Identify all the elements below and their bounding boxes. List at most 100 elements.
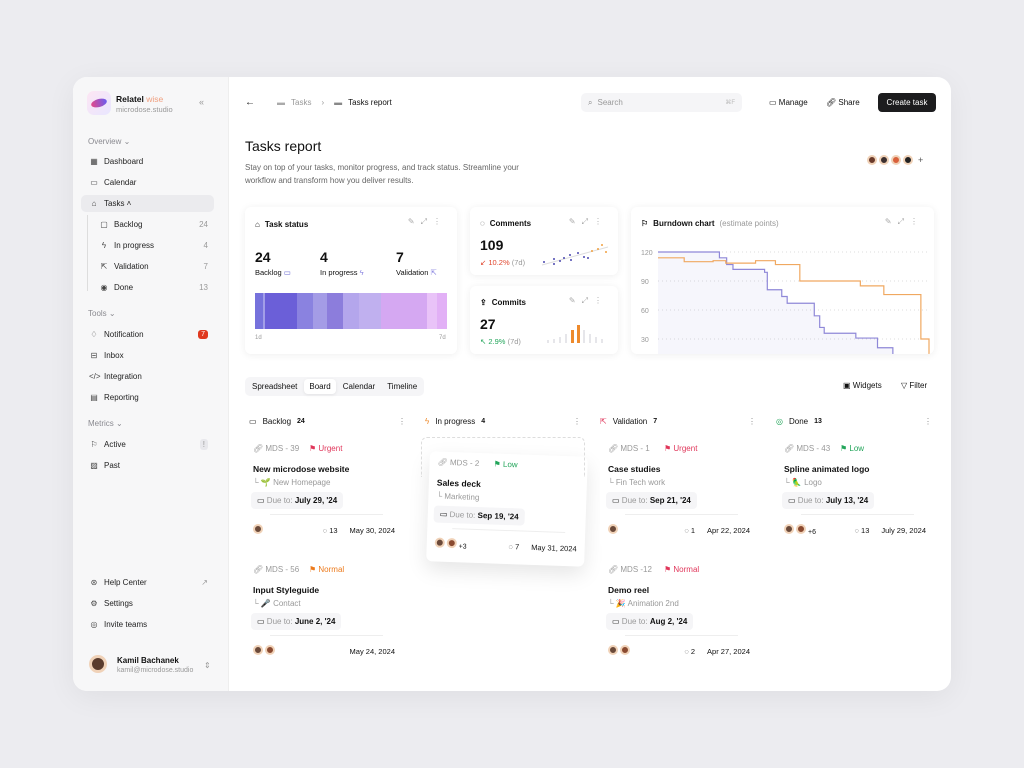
due-date[interactable]: ▭ Due to: June 2, '24 xyxy=(251,613,342,630)
report-icon: ▤ xyxy=(90,393,98,402)
task-id[interactable]: 🔗︎ MDS - 43 xyxy=(784,444,831,453)
more-icon[interactable]: ⋮ xyxy=(398,416,406,426)
sidebar-item-integration[interactable]: </> Integration xyxy=(89,372,142,381)
manage-button[interactable]: ▭ Manage xyxy=(769,98,808,107)
widgets-button[interactable]: ▣ Widgets xyxy=(843,381,882,390)
due-date[interactable]: ▭ Due to: July 29, '24 xyxy=(251,492,344,509)
comment-count[interactable]: ◌ 13 xyxy=(322,525,338,535)
due-date[interactable]: ▭ Due to: Aug 2, '24 xyxy=(606,613,694,630)
priority-badge: ⚑ Urgent xyxy=(309,444,343,453)
sidebar-item-in-progress[interactable]: ϟ In progress 4 xyxy=(91,237,214,254)
card-actions[interactable]: ✎⤢⋮ xyxy=(568,296,608,305)
more-icon[interactable]: ⋮ xyxy=(748,416,756,426)
task-id[interactable]: 🔗︎ MDS -12 xyxy=(608,565,652,574)
due-date[interactable]: ▭ Due to: Sep 21, '24 xyxy=(606,492,697,509)
assignee-avatars[interactable]: +6 xyxy=(784,524,816,536)
tab-spreadsheet[interactable]: Spreadsheet xyxy=(252,382,298,391)
task-card[interactable]: 🔗︎ MDS - 56 ⚑ Normal Input Styleguide └ … xyxy=(245,559,403,669)
external-link-icon: ↗ xyxy=(201,578,208,587)
comment-count[interactable]: ◌ 7 xyxy=(508,541,520,551)
column-header-backlog: ▭ Backlog 24 ⋮ xyxy=(249,416,406,426)
comment-count[interactable]: ◌ 1 xyxy=(684,525,696,535)
task-card[interactable]: 🔗︎ MDS - 43 ⚑ Low Spline animated logo └… xyxy=(776,438,934,548)
task-title: New microdose website xyxy=(253,464,350,474)
sidebar-item-tasks[interactable]: ⌂ Tasks ˄ xyxy=(81,195,214,212)
task-card[interactable]: 🔗︎ MDS -12 ⚑ Normal Demo reel └ 🎉 Animat… xyxy=(600,559,758,669)
comments-change: ↙ 10.2% (7d) xyxy=(480,258,526,267)
chart-title: Burndown chart xyxy=(653,219,715,228)
lightning-icon: ϟ xyxy=(101,241,107,250)
assignee-avatars[interactable] xyxy=(608,524,620,536)
assignee-avatars[interactable] xyxy=(253,524,265,536)
task-card[interactable]: 🔗︎ MDS - 1 ⚑ Urgent Case studies └ Fin T… xyxy=(600,438,758,548)
sidebar-item-backlog[interactable]: ▢ Backlog 24 xyxy=(100,220,208,229)
task-id[interactable]: 🔗︎ MDS - 1 xyxy=(608,444,650,453)
brand-logo xyxy=(87,91,111,115)
sidebar-item-calendar[interactable]: ▭ Calendar xyxy=(90,178,137,187)
comment-icon: ◌ xyxy=(684,646,689,656)
sidebar-item-active[interactable]: ⚐ Active! xyxy=(81,436,214,453)
create-task-button[interactable]: Create task xyxy=(878,93,936,112)
assignee-avatars[interactable] xyxy=(608,645,632,657)
comment-count[interactable]: ◌ 13 xyxy=(854,525,870,535)
sidebar-item-validation[interactable]: ⇱ Validation 7 xyxy=(100,262,208,271)
check-circle-icon: ◉ xyxy=(100,283,108,292)
user-avatar[interactable] xyxy=(89,655,107,673)
back-arrow-icon[interactable]: ← xyxy=(245,97,255,108)
inbox-icon: ⊟ xyxy=(90,351,98,360)
more-icon[interactable]: ⋮ xyxy=(573,416,581,426)
task-id[interactable]: 🔗︎ MDS - 56 xyxy=(253,565,300,574)
sidebar-item-settings[interactable]: ⚙ Settings xyxy=(90,599,133,608)
card-actions[interactable]: ✎⤢⋮ xyxy=(884,217,924,226)
comment-icon: ◌ xyxy=(480,219,485,228)
section-overview[interactable]: Overview ⌄ xyxy=(88,137,131,146)
cursor-click-icon: ⇱ xyxy=(100,262,108,271)
sidebar-item-past[interactable]: ▨ Past xyxy=(90,461,121,470)
due-date[interactable]: ▭ Due to: Sep 19, '24 xyxy=(433,505,525,526)
breadcrumb: ▬ Tasks › ▬ Tasks report xyxy=(277,98,392,107)
sidebar-item-inbox[interactable]: ⊟ Inbox xyxy=(90,351,124,360)
code-icon: </> xyxy=(89,372,101,381)
assignee-avatars[interactable]: +3 xyxy=(434,537,467,551)
tab-board[interactable]: Board xyxy=(304,379,336,394)
sidebar-item-help-center[interactable]: ⊛ Help Center ↗ xyxy=(90,578,208,587)
card-actions[interactable]: ✎⤢⋮ xyxy=(568,217,608,226)
flag-icon: ⚐ xyxy=(90,440,98,449)
series-line-1 xyxy=(658,257,930,354)
folder-icon: ▬ xyxy=(277,98,285,107)
flag-icon: ⚑ xyxy=(664,444,672,453)
comment-count[interactable]: ◌ 2 xyxy=(684,646,696,656)
section-tools[interactable]: Tools ⌄ xyxy=(88,309,116,318)
section-metrics[interactable]: Metrics ⌄ xyxy=(88,419,123,428)
sidebar-item-done[interactable]: ◉ Done 13 xyxy=(100,283,209,292)
main-content: ← ▬ Tasks › ▬ Tasks report ⌕ Search ⌘F ▭ Man… xyxy=(229,77,951,691)
tab-timeline[interactable]: Timeline xyxy=(387,382,418,391)
comment-icon: ◌ xyxy=(322,525,328,535)
created-date: July 29, 2024 xyxy=(881,525,926,535)
sidebar-item-invite-teams[interactable]: ◎ Invite teams xyxy=(90,620,148,629)
user-menu-icon[interactable]: ⇕ xyxy=(204,661,211,670)
sidebar-item-reporting[interactable]: ▤ Reporting xyxy=(90,393,139,402)
tab-calendar[interactable]: Calendar xyxy=(342,382,376,391)
more-icon[interactable]: ⋮ xyxy=(924,416,932,426)
filter-button[interactable]: ▽ Filter xyxy=(901,381,928,390)
share-button[interactable]: 🔗︎ Share xyxy=(826,98,860,107)
folder-icon: ▢ xyxy=(100,220,108,229)
breadcrumb-tasks[interactable]: Tasks xyxy=(291,98,312,107)
sidebar-item-notification[interactable]: ♢ Notification 7 xyxy=(81,326,214,343)
divider xyxy=(270,635,383,636)
task-card[interactable]: 🔗︎ MDS - 39 ⚑ Urgent New microdose websi… xyxy=(245,438,403,548)
breadcrumb-current[interactable]: Tasks report xyxy=(348,98,392,107)
search-input[interactable]: ⌕ Search ⌘F xyxy=(581,93,742,112)
comment-icon: ◌ xyxy=(684,525,689,535)
status-heatmap xyxy=(255,293,447,329)
sidebar-item-dashboard[interactable]: ▦ Dashboard xyxy=(90,157,144,166)
due-date[interactable]: ▭ Due to: July 13, '24 xyxy=(782,492,875,509)
double-chevron-left-icon[interactable]: « xyxy=(199,97,205,107)
task-id[interactable]: 🔗︎ MDS - 39 xyxy=(253,444,300,453)
team-avatars[interactable]: + xyxy=(867,155,923,165)
flag-icon: ⚑ xyxy=(664,565,672,574)
assignee-avatars[interactable] xyxy=(253,645,277,657)
card-actions[interactable]: ✎⤢⋮ xyxy=(407,217,447,226)
calendar-icon: ▭ xyxy=(439,509,448,519)
